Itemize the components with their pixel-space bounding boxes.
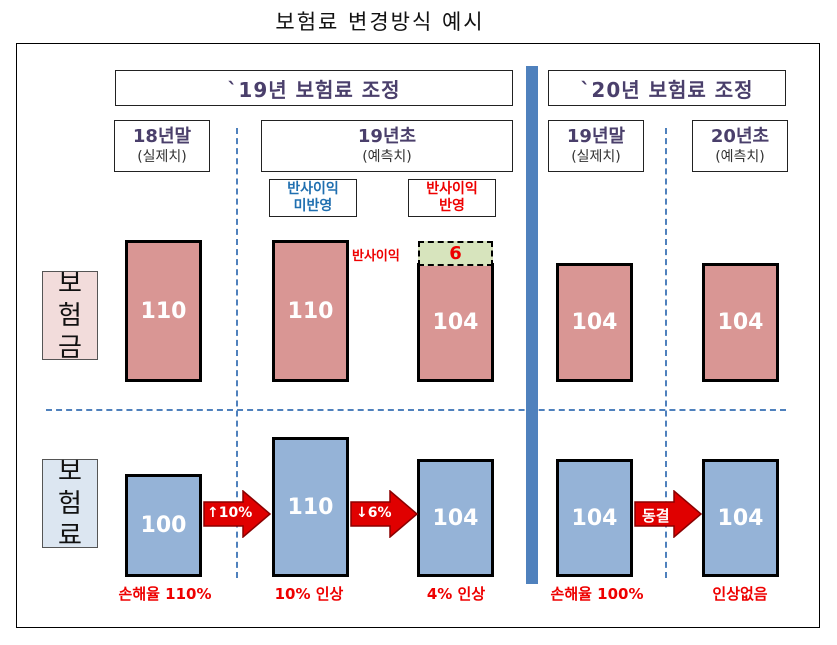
header-2020-adjustment: `20년 보험료 조정 [548, 70, 786, 106]
column-title: 19년말 [566, 126, 626, 147]
tag-not-reflected: 반사이익 미반영 [269, 179, 357, 217]
arrow-freeze: 동결 [634, 489, 704, 540]
side-char: 료 [58, 520, 82, 551]
dashed-separator [665, 128, 667, 578]
note-loss-ratio-110: 손해율 110% [118, 585, 212, 603]
header-2019-adjustment: `19년 보험료 조정 [115, 70, 513, 106]
side-label-benefit: 보 험 금 [42, 268, 98, 363]
year-divider [526, 66, 538, 584]
benefit-bar: 104 [556, 263, 633, 382]
column-subtitle: (예측치) [362, 149, 412, 165]
side-char: 험 [58, 300, 82, 331]
column-header-20-start: 20년초 (예측치) [692, 120, 788, 172]
premium-bar: 104 [702, 459, 779, 577]
note-increase-4: 4% 인상 [426, 585, 486, 603]
column-title: 19년초 [357, 126, 417, 147]
premium-bar: 110 [272, 437, 349, 577]
tag-line: 반사이익 [287, 181, 339, 197]
column-title: 18년말 [132, 126, 192, 147]
column-title: 20년초 [710, 126, 770, 147]
arrow-label: ↑10% [207, 505, 253, 521]
reflect-gain-box: 6 [418, 241, 493, 266]
tag-line: 미반영 [293, 198, 333, 214]
arrow-increase-10: ↑10% [203, 489, 273, 540]
arrow-decrease-6: ↓6% [350, 489, 420, 540]
side-char: 험 [58, 488, 82, 519]
side-char: 보 [58, 268, 82, 299]
column-subtitle: (예측치) [715, 149, 765, 165]
side-char: 금 [58, 332, 82, 363]
note-no-increase: 인상없음 [712, 585, 768, 603]
side-char: 보 [58, 456, 82, 487]
benefit-bar: 104 [702, 263, 779, 382]
tag-line: 반사이익 [426, 181, 478, 197]
right-arrow-icon [350, 489, 419, 539]
column-subtitle: (실제치) [137, 149, 187, 165]
column-header-19-end: 19년말 (실제치) [548, 120, 644, 172]
premium-bar: 104 [417, 459, 494, 577]
right-arrow-icon [634, 489, 703, 539]
premium-bar: 100 [125, 474, 202, 577]
note-loss-ratio-100: 손해율 100% [550, 585, 644, 603]
benefit-bar: 110 [272, 240, 349, 382]
column-subtitle: (실제치) [571, 149, 621, 165]
tag-line: 반영 [439, 198, 465, 214]
reflect-gain-label: 반사이익 [352, 249, 400, 264]
premium-bar: 104 [556, 459, 633, 577]
diagram-frame [16, 43, 820, 628]
page-title: 보험료 변경방식 예시 [275, 10, 485, 34]
note-increase-10: 10% 인상 [274, 585, 344, 603]
column-header-19-start: 19년초 (예측치) [261, 120, 513, 172]
arrow-label: 동결 [642, 507, 670, 525]
arrow-label: ↓6% [356, 505, 392, 521]
column-header-18-end: 18년말 (실제치) [114, 120, 210, 172]
tag-reflected: 반사이익 반영 [408, 179, 496, 217]
dashed-row-separator [46, 409, 786, 411]
benefit-bar: 104 [417, 263, 494, 382]
dashed-separator [236, 128, 238, 578]
side-label-premium: 보 험 료 [42, 456, 98, 551]
right-arrow-icon [203, 489, 272, 539]
benefit-bar: 110 [125, 240, 202, 382]
